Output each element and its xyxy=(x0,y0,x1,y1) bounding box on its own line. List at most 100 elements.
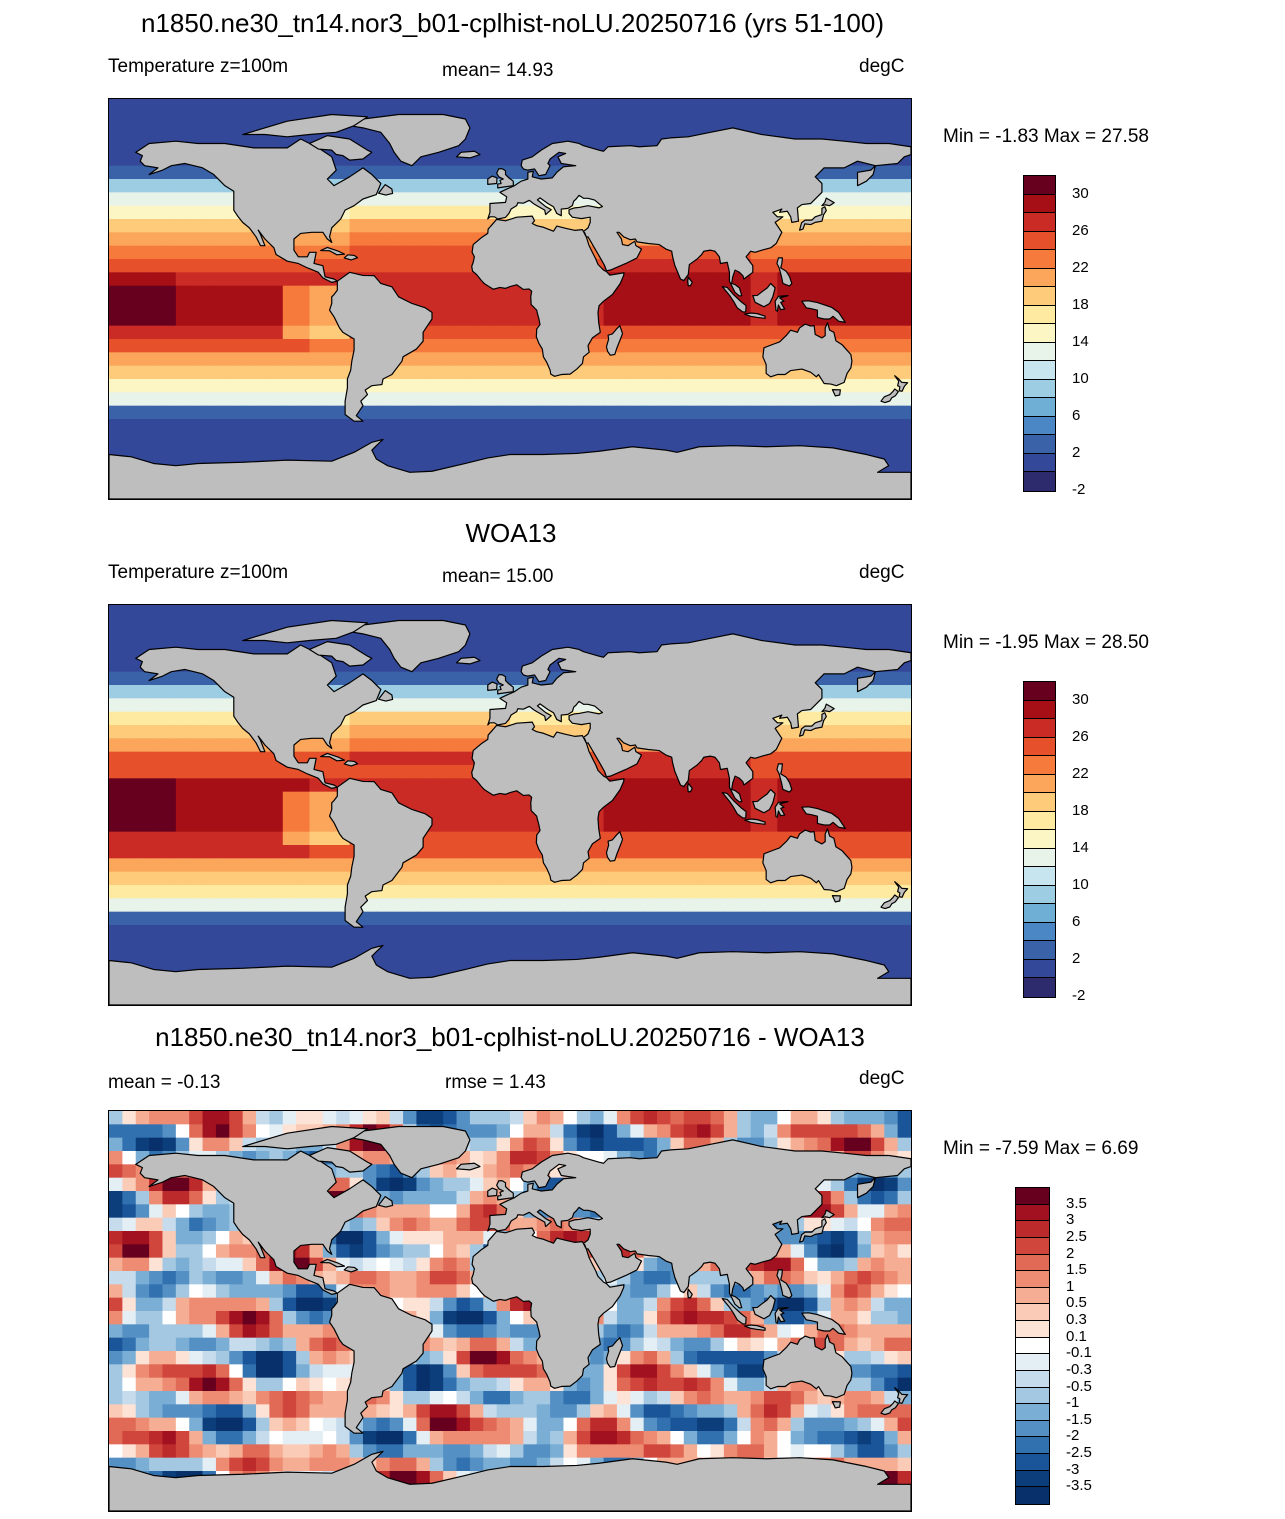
ocean-cell xyxy=(296,405,311,420)
ocean-cell xyxy=(657,938,671,953)
ocean-cell xyxy=(242,1311,257,1325)
ocean-cell xyxy=(884,165,899,180)
ocean-cell xyxy=(229,112,244,127)
ocean-cell xyxy=(844,1217,859,1232)
ocean-cell xyxy=(857,352,872,367)
ocean-cell xyxy=(456,698,471,713)
ocean-cell xyxy=(389,885,404,899)
ocean-cell xyxy=(790,232,805,247)
ocean-cell xyxy=(804,1137,819,1152)
ocean-cell xyxy=(563,925,578,939)
ocean-cell xyxy=(763,818,778,833)
ocean-cell xyxy=(857,791,872,806)
ocean-cell xyxy=(443,432,458,447)
ocean-cell xyxy=(857,938,872,953)
ocean-cell xyxy=(189,1324,204,1339)
ocean-cell xyxy=(897,1337,911,1352)
ocean-cell xyxy=(296,1284,311,1299)
ocean-cell xyxy=(242,738,257,753)
ocean-cell xyxy=(670,925,685,939)
ocean-cell xyxy=(403,698,418,713)
ocean-cell xyxy=(643,299,658,313)
colorbar-swatch xyxy=(1024,774,1055,794)
ocean-cell xyxy=(403,285,418,300)
ocean-cell xyxy=(670,1337,685,1352)
colorbar-swatch xyxy=(1024,435,1055,454)
ocean-cell xyxy=(242,938,257,953)
ocean-cell xyxy=(616,125,631,140)
ocean-cell xyxy=(857,125,872,140)
land-borneo xyxy=(752,788,776,814)
ocean-cell xyxy=(804,285,819,300)
ocean-cell xyxy=(844,112,859,127)
land-newGuinea xyxy=(801,300,846,323)
ocean-cell xyxy=(296,1364,311,1379)
ocean-cell xyxy=(429,1271,444,1285)
ocean-cell xyxy=(844,1137,859,1152)
ocean-cell xyxy=(122,1191,137,1205)
ocean-cell xyxy=(469,419,484,433)
ocean-cell xyxy=(603,1324,618,1339)
ocean-cell xyxy=(643,871,658,886)
ocean-cell xyxy=(710,925,725,939)
ocean-cell xyxy=(496,312,511,327)
ocean-cell xyxy=(870,245,885,260)
ocean-cell xyxy=(683,618,698,633)
ocean-cell xyxy=(897,1111,911,1125)
ocean-cell xyxy=(817,232,832,247)
ocean-cell xyxy=(175,205,190,220)
ocean-cell xyxy=(510,1177,524,1192)
ocean-cell xyxy=(857,1351,872,1365)
ocean-cell xyxy=(683,938,698,953)
ocean-cell xyxy=(469,192,484,207)
ocean-cell xyxy=(697,392,712,407)
ocean-cell xyxy=(456,898,471,913)
ocean-cell xyxy=(376,445,391,460)
ocean-cell xyxy=(362,605,377,619)
ocean-cell xyxy=(790,1284,805,1299)
ocean-cell xyxy=(362,911,377,926)
ocean-cell xyxy=(657,339,671,353)
ocean-cell xyxy=(630,312,645,327)
ocean-cell xyxy=(510,885,524,899)
ocean-cell xyxy=(189,445,204,460)
ocean-cell xyxy=(256,791,270,806)
ocean-cell xyxy=(723,858,738,873)
ocean-cell xyxy=(429,379,444,393)
ocean-cell xyxy=(389,605,404,619)
ocean-cell xyxy=(403,205,418,220)
panel2-units-label: degC xyxy=(859,562,905,583)
ocean-cell xyxy=(790,259,805,273)
ocean-cell xyxy=(162,352,177,367)
ocean-cell xyxy=(336,365,351,380)
ocean-cell xyxy=(697,259,712,273)
ocean-cell xyxy=(429,738,444,753)
ocean-cell xyxy=(469,139,484,153)
ocean-cell xyxy=(857,259,872,273)
ocean-cell xyxy=(403,1271,418,1285)
ocean-cell xyxy=(175,125,190,140)
ocean-cell xyxy=(349,259,364,273)
ocean-cell xyxy=(416,1231,431,1245)
ocean-cell xyxy=(443,365,458,380)
ocean-cell xyxy=(122,1377,137,1392)
ocean-cell xyxy=(135,925,150,939)
ocean-cell xyxy=(897,165,911,180)
ocean-cell xyxy=(523,1111,538,1125)
ocean-cell xyxy=(630,1271,645,1285)
ocean-cell xyxy=(162,1137,177,1152)
ocean-cell xyxy=(817,285,832,300)
ocean-cell xyxy=(162,219,177,233)
ocean-cell xyxy=(697,1297,712,1312)
ocean-cell xyxy=(884,791,899,806)
ocean-cell xyxy=(109,1204,123,1219)
ocean-cell xyxy=(175,179,190,193)
ocean-cell xyxy=(389,938,404,953)
ocean-cell xyxy=(616,818,631,833)
ocean-cell xyxy=(576,631,591,646)
ocean-cell xyxy=(590,112,605,127)
ocean-cell xyxy=(683,1111,698,1125)
ocean-cell xyxy=(469,845,484,859)
ocean-cell xyxy=(336,725,351,739)
ocean-cell xyxy=(189,698,204,713)
